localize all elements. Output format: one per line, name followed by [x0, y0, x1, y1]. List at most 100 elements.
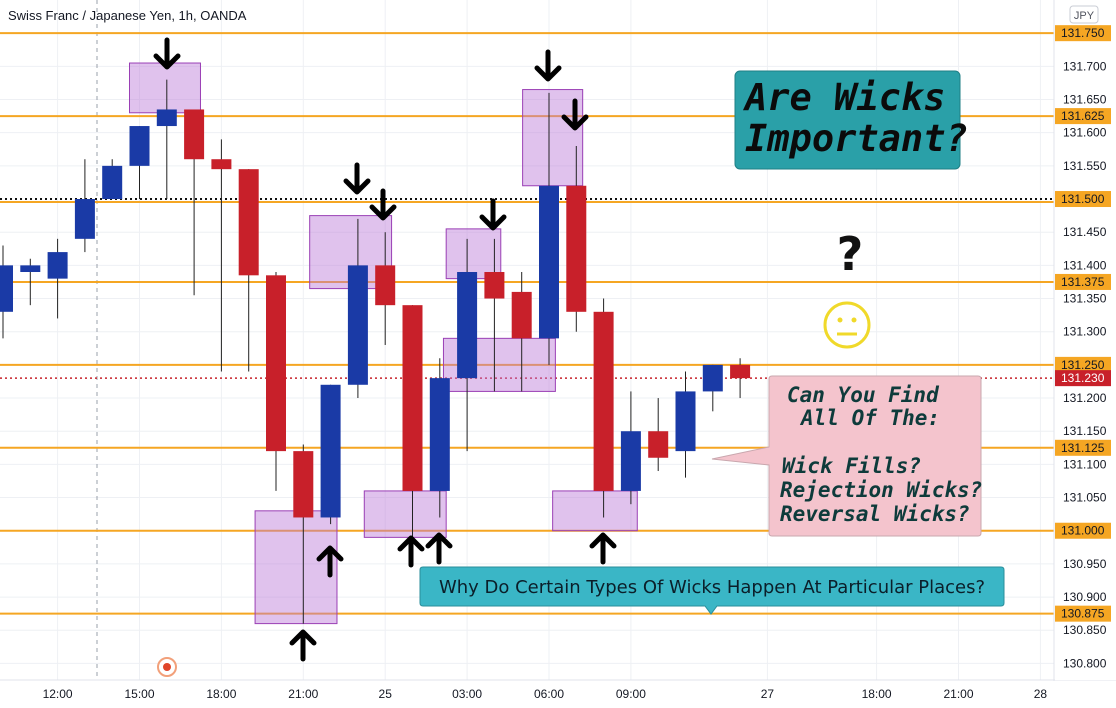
price-tick-label: 131.650: [1063, 93, 1107, 107]
bear-candle-body: [648, 431, 669, 458]
price-tick-label: 131.450: [1063, 225, 1107, 239]
level-price-text: 131.750: [1061, 26, 1105, 40]
candle[interactable]: [511, 272, 532, 392]
candle[interactable]: [20, 258, 41, 306]
price-axis[interactable]: 131.700 131.650 131.600 131.550 131.450 131.4…: [1063, 59, 1107, 670]
up-arrow-icon: [397, 535, 425, 568]
wick-highlight-box[interactable]: [129, 62, 201, 114]
candle[interactable]: [702, 364, 723, 412]
candle[interactable]: [211, 139, 232, 372]
time-tick-label: 21:00: [943, 687, 973, 701]
bull-candle-body: [74, 199, 95, 239]
bull-candle-body: [0, 265, 13, 312]
bull-candle-body: [539, 185, 559, 339]
pink-line-4: Rejection Wicks?: [780, 478, 982, 502]
up-arrow-icon: [589, 532, 617, 565]
pink-line-2: All Of The:: [799, 406, 940, 430]
bear-candle-body: [593, 311, 614, 491]
down-arrow-icon: [369, 188, 397, 221]
candle[interactable]: [429, 358, 450, 518]
price-tick-label: 131.150: [1063, 424, 1107, 438]
bull-candle-body: [702, 364, 723, 392]
candle[interactable]: [648, 398, 669, 472]
wick-highlight-box[interactable]: [445, 228, 502, 280]
chart-title: Swiss Franc / Japanese Yen, 1h, OANDA: [8, 8, 247, 23]
level-price-label: 131.375: [1055, 273, 1111, 290]
bear-candle-body: [211, 159, 232, 170]
price-tick-label: 131.700: [1063, 59, 1107, 73]
title-line-1: Are Wicks: [742, 76, 945, 119]
blue-callout: Why Do Certain Types Of Wicks Happen At …: [419, 566, 1005, 615]
candle[interactable]: [129, 126, 150, 200]
level-price-label: 131.500: [1055, 191, 1111, 208]
time-tick-label: 25: [379, 687, 393, 701]
price-tick-label: 131.400: [1063, 258, 1107, 272]
candle[interactable]: [320, 384, 341, 525]
down-arrow-icon: [343, 162, 371, 195]
up-arrow-icon: [289, 629, 317, 662]
level-price-label: 131.250: [1055, 356, 1111, 373]
candle[interactable]: [156, 79, 177, 200]
time-tick-label: 15:00: [124, 687, 154, 701]
candle[interactable]: [47, 238, 68, 319]
candle[interactable]: [620, 391, 641, 505]
currency-badge[interactable]: JPY: [1069, 5, 1099, 24]
question-mark: ?: [837, 227, 864, 281]
down-arrow-icon: [561, 98, 589, 131]
down-arrow-icon: [479, 198, 507, 231]
bull-candle-body: [102, 165, 123, 200]
candle[interactable]: [347, 218, 368, 399]
candle[interactable]: [484, 238, 505, 392]
price-tick-label: 131.350: [1063, 292, 1107, 306]
candle[interactable]: [593, 298, 614, 518]
level-price-label: 131.125: [1055, 439, 1111, 456]
neutral-face-icon: [823, 301, 871, 349]
pink-line-3: Wick Fills?: [782, 454, 921, 478]
bear-candle-body: [184, 109, 205, 160]
level-price-label: 130.875: [1055, 605, 1111, 622]
candle[interactable]: [375, 232, 396, 345]
candle[interactable]: [238, 169, 259, 372]
wick-highlight-box[interactable]: [363, 490, 447, 538]
time-tick-label: 09:00: [616, 687, 646, 701]
candle[interactable]: [293, 444, 314, 624]
candle[interactable]: [457, 238, 478, 452]
current-price-label: 131.230: [1055, 370, 1111, 387]
bear-candle-body: [730, 364, 751, 379]
price-tick-label: 131.200: [1063, 391, 1107, 405]
bull-candle-body: [429, 378, 450, 491]
time-axis[interactable]: 12:00 15:00 18:00 21:00 25 03:00 06:00 09:00 27 1…: [43, 687, 1048, 701]
candle[interactable]: [102, 159, 123, 200]
time-tick-label: 18:00: [206, 687, 236, 701]
blue-callout-text: Why Do Certain Types Of Wicks Happen At …: [439, 577, 985, 598]
time-tick-label: 21:00: [288, 687, 318, 701]
title-callout: Are Wicks Important?: [734, 70, 968, 170]
bear-candle-body: [293, 451, 314, 518]
candle[interactable]: [566, 145, 587, 332]
target-icon[interactable]: [157, 657, 177, 677]
candle[interactable]: [266, 272, 286, 491]
candle[interactable]: [184, 109, 205, 296]
wick-highlight-box[interactable]: [552, 490, 638, 532]
bull-candle-body: [156, 109, 177, 127]
level-price-text: 131.000: [1061, 524, 1105, 538]
wick-highlight-box[interactable]: [254, 510, 338, 625]
price-tick-label: 131.100: [1063, 457, 1107, 471]
candle[interactable]: [730, 358, 751, 399]
time-tick-label: 06:00: [534, 687, 564, 701]
pink-line-1: Can You Find: [787, 383, 940, 407]
time-tick-label: 28: [1034, 687, 1048, 701]
bull-candle-body: [675, 391, 696, 452]
level-price-label: 131.000: [1055, 522, 1111, 539]
candle[interactable]: [0, 245, 13, 339]
bull-candle-body: [129, 126, 150, 166]
currency-badge-label: JPY: [1074, 10, 1095, 22]
up-arrow-icon: [316, 545, 344, 578]
price-tick-label: 131.550: [1063, 159, 1107, 173]
candle[interactable]: [539, 92, 559, 365]
candle[interactable]: [675, 371, 696, 478]
candle[interactable]: [74, 159, 95, 253]
candle[interactable]: [402, 305, 423, 544]
